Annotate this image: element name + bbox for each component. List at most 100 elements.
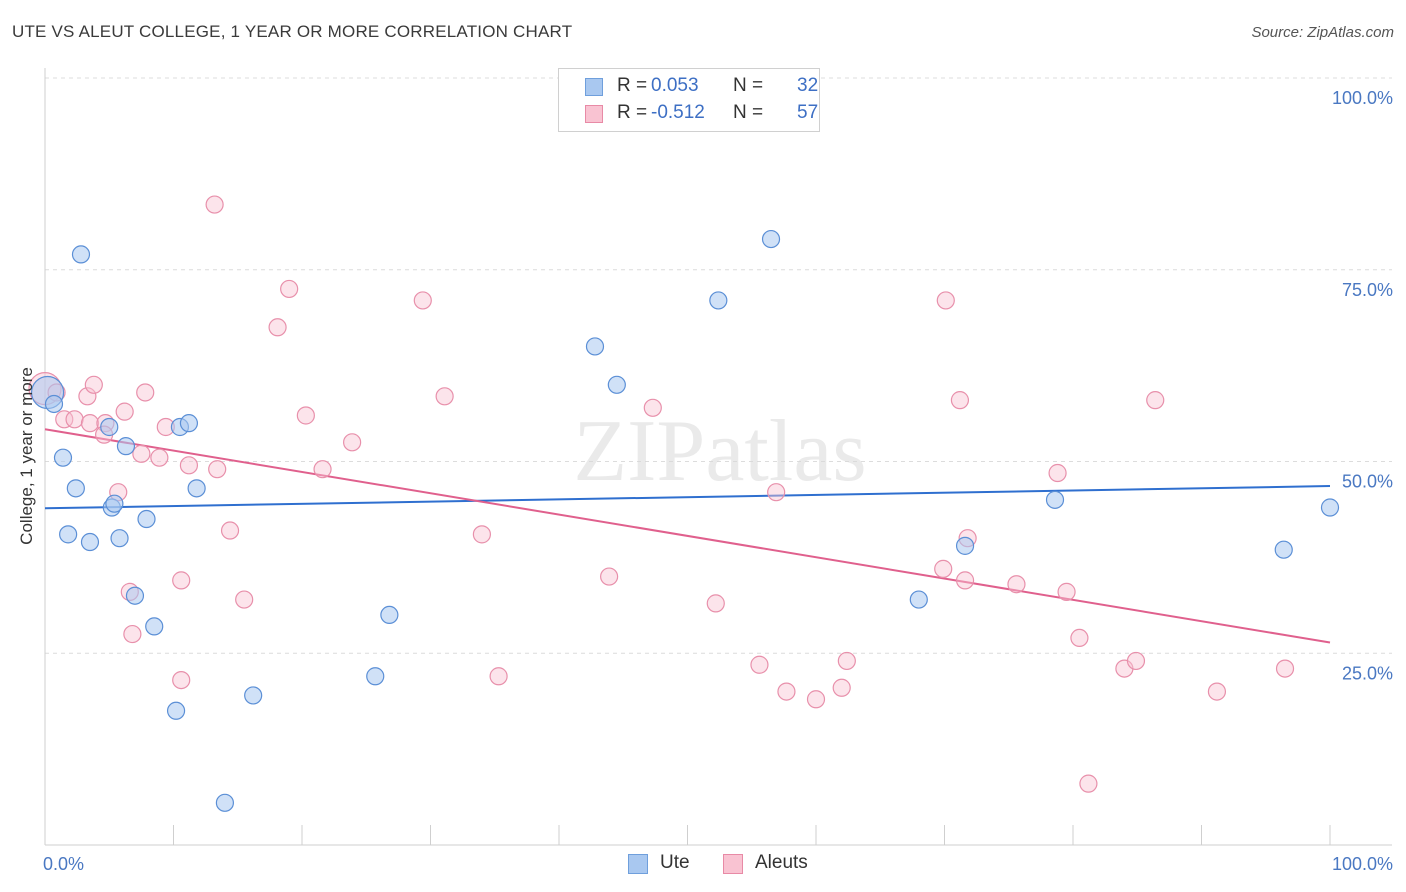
aleut-point	[136, 383, 155, 402]
n-label: N =	[733, 75, 764, 96]
aleut-point	[296, 406, 315, 425]
grid-lines	[45, 77, 1392, 654]
ute-point	[585, 337, 605, 356]
x-tick-label: 100.0%	[1332, 854, 1393, 874]
aleut-point	[1146, 391, 1165, 410]
ute-point	[137, 509, 156, 529]
aleut-point	[55, 410, 74, 429]
aleut-point	[1207, 682, 1227, 701]
ute-trend-line	[44, 485, 1331, 510]
ute-point	[116, 437, 136, 456]
chart-title: UTE VS ALEUT COLLEGE, 1 YEAR OR MORE COR…	[12, 22, 573, 41]
y-tick-label: 100.0%	[1332, 88, 1393, 108]
aleut-point	[832, 678, 851, 697]
aleut-point	[1070, 628, 1089, 648]
aleut-point	[235, 590, 254, 609]
aleut-point	[1275, 659, 1295, 678]
ute-point	[145, 617, 164, 636]
watermark: ZIPatlas	[573, 403, 866, 500]
aleut-point	[1048, 463, 1067, 483]
aleut-point	[472, 525, 491, 544]
ute-point	[166, 701, 186, 720]
ute-point	[1045, 490, 1065, 509]
aleut-point	[435, 387, 454, 406]
ute-point	[80, 532, 100, 552]
aleut-point	[955, 571, 975, 590]
ute-point	[607, 375, 626, 394]
aleut-point	[65, 410, 84, 429]
ute-point	[955, 536, 975, 555]
aleut-point	[950, 391, 970, 410]
tick-labels: 25.0% 50.0% 75.0% 100.0% 0.0% 100.0%	[43, 88, 1393, 874]
aleut-point	[313, 460, 332, 479]
legend-label-ute: Ute	[660, 852, 690, 873]
ute-point	[380, 605, 399, 625]
aleut-point	[179, 456, 199, 475]
aleut-point	[208, 460, 227, 479]
aleut-point	[837, 651, 856, 671]
ute-legend-swatch	[628, 854, 648, 874]
ute-point	[66, 479, 85, 498]
aleut-point	[115, 402, 134, 421]
ute-point	[44, 394, 64, 414]
y-tick-label: 75.0%	[1342, 280, 1393, 300]
ute-point	[100, 417, 119, 437]
aleut-point	[706, 594, 725, 613]
aleut-point	[80, 414, 100, 433]
aleut-point	[268, 318, 287, 337]
aleut-point	[767, 483, 786, 502]
aleut-point	[123, 624, 142, 644]
ute-point	[71, 245, 91, 264]
aleut-point	[132, 444, 151, 463]
aleut-point	[489, 667, 508, 686]
r-value-ute: 0.053	[651, 75, 699, 96]
y-tick-label: 25.0%	[1342, 663, 1393, 683]
correlation-legend: R = 0.053 N = 32 R = -0.512 N = 57	[558, 68, 820, 132]
ute-point	[909, 590, 928, 609]
ute-point	[110, 529, 129, 548]
ute-point	[187, 479, 206, 498]
n-label: N =	[733, 102, 764, 123]
ute-point	[761, 229, 781, 249]
y-tick-label: 50.0%	[1342, 472, 1393, 492]
aleut-point	[413, 291, 432, 310]
source-label: Source: ZipAtlas.com	[1251, 24, 1394, 41]
r-value-aleuts: -0.512	[651, 102, 705, 123]
aleut-point	[777, 682, 796, 701]
n-value-aleuts: 57	[797, 102, 819, 123]
ute-point	[1274, 540, 1293, 559]
ute-point	[709, 291, 728, 310]
n-value-ute: 32	[797, 75, 819, 96]
aleut-point	[280, 279, 299, 299]
legend-label-aleuts: Aleuts	[755, 852, 808, 873]
aleuts-legend-swatch	[723, 854, 743, 874]
aleut-point	[220, 521, 240, 540]
aleut-point	[600, 567, 619, 586]
aleut-point	[1079, 774, 1098, 793]
ute-point	[215, 793, 234, 812]
aleut-point	[750, 655, 769, 674]
r-label: R =	[617, 102, 648, 123]
ute-point	[125, 586, 145, 605]
aleut-trend-line	[44, 428, 1331, 644]
aleuts-swatch	[585, 105, 603, 123]
aleut-point	[84, 375, 103, 394]
ute-point	[59, 525, 78, 544]
ute-point	[1320, 498, 1340, 517]
ute-swatch	[585, 78, 603, 96]
aleut-point	[343, 433, 362, 452]
axes	[44, 68, 1392, 846]
r-label: R =	[617, 75, 648, 96]
aleut-point	[1057, 582, 1076, 601]
aleut-point	[1126, 651, 1146, 671]
ute-point	[366, 667, 385, 686]
aleut-point	[78, 387, 97, 406]
ute-point	[53, 448, 73, 467]
x-tick-label: 0.0%	[43, 854, 84, 874]
aleut-point	[205, 195, 224, 214]
aleut-point	[1007, 575, 1026, 594]
ute-point	[244, 686, 263, 705]
ute-point	[105, 494, 124, 513]
aleut-point	[936, 291, 955, 310]
